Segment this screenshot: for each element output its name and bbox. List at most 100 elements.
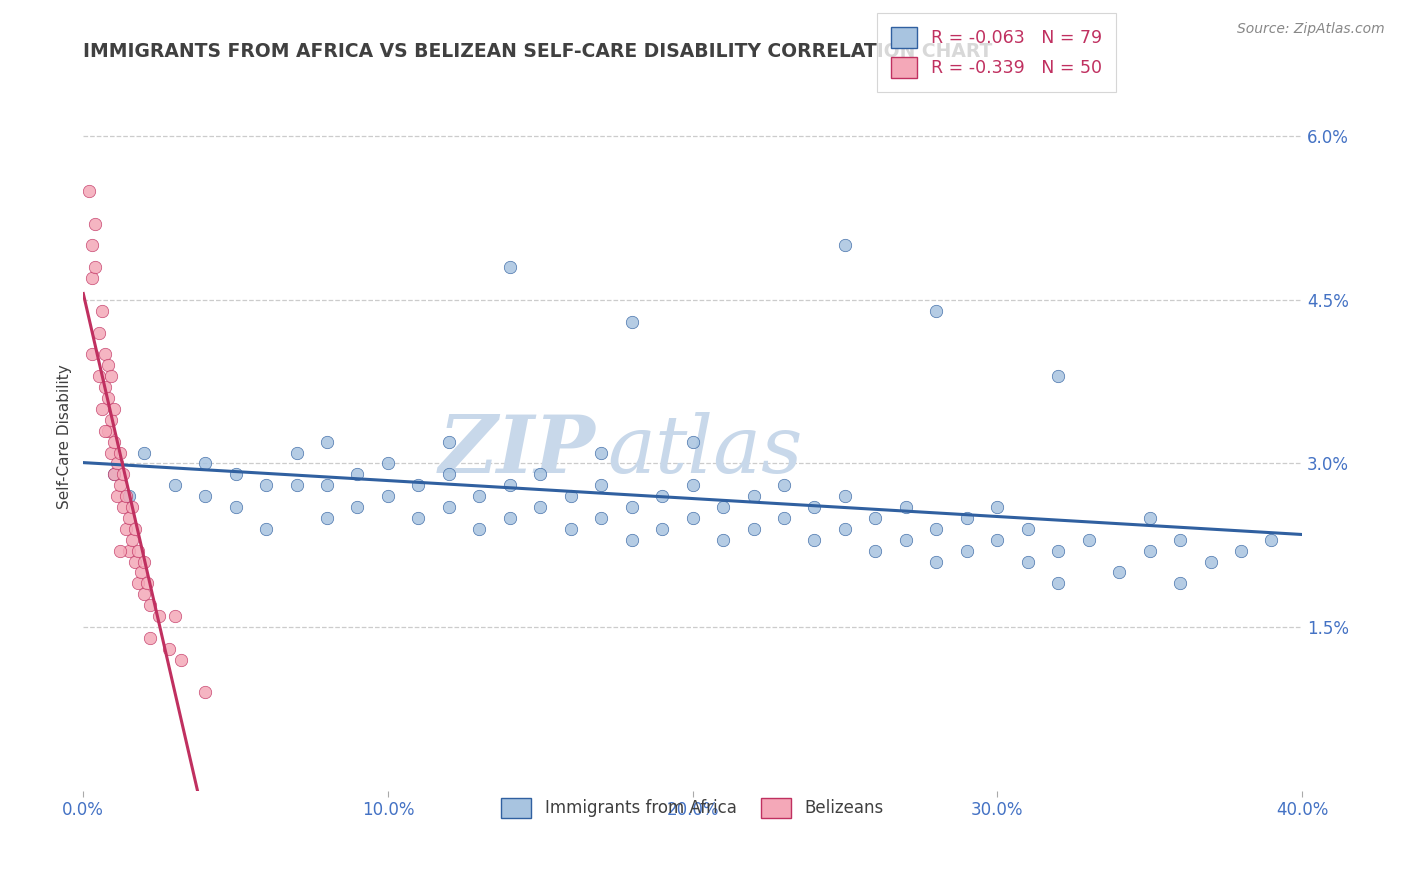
- Point: [285, 445, 308, 459]
- Point: [121, 533, 143, 547]
- Point: [163, 609, 186, 624]
- Point: [682, 478, 704, 492]
- Point: [834, 489, 856, 503]
- Point: [157, 641, 180, 656]
- Point: [121, 500, 143, 514]
- Point: [711, 500, 734, 514]
- Point: [97, 359, 120, 373]
- Point: [499, 478, 522, 492]
- Point: [925, 522, 948, 536]
- Point: [97, 424, 120, 438]
- Point: [620, 500, 643, 514]
- Point: [865, 511, 887, 525]
- Point: [127, 543, 149, 558]
- Point: [124, 555, 146, 569]
- Point: [1077, 533, 1099, 547]
- Point: [742, 489, 765, 503]
- Point: [529, 467, 551, 482]
- Point: [1139, 543, 1161, 558]
- Point: [82, 347, 104, 361]
- Point: [468, 489, 491, 503]
- Point: [682, 511, 704, 525]
- Point: [651, 489, 673, 503]
- Point: [651, 522, 673, 536]
- Point: [1017, 555, 1039, 569]
- Point: [127, 576, 149, 591]
- Point: [1168, 533, 1191, 547]
- Point: [118, 543, 141, 558]
- Point: [105, 457, 128, 471]
- Point: [1047, 369, 1070, 384]
- Point: [194, 489, 217, 503]
- Point: [115, 489, 138, 503]
- Point: [499, 260, 522, 274]
- Point: [834, 238, 856, 252]
- Point: [620, 533, 643, 547]
- Point: [437, 434, 460, 449]
- Point: [986, 500, 1008, 514]
- Point: [925, 555, 948, 569]
- Point: [134, 445, 156, 459]
- Point: [1199, 555, 1222, 569]
- Point: [1230, 543, 1253, 558]
- Point: [1139, 511, 1161, 525]
- Point: [129, 566, 152, 580]
- Point: [111, 467, 134, 482]
- Point: [346, 467, 368, 482]
- Point: [148, 609, 170, 624]
- Point: [93, 424, 115, 438]
- Text: IMMIGRANTS FROM AFRICA VS BELIZEAN SELF-CARE DISABILITY CORRELATION CHART: IMMIGRANTS FROM AFRICA VS BELIZEAN SELF-…: [83, 42, 993, 61]
- Point: [560, 522, 582, 536]
- Point: [103, 401, 125, 416]
- Point: [803, 533, 825, 547]
- Point: [316, 478, 339, 492]
- Point: [118, 489, 141, 503]
- Point: [194, 457, 217, 471]
- Point: [100, 369, 122, 384]
- Point: [468, 522, 491, 536]
- Point: [956, 511, 979, 525]
- Point: [100, 413, 122, 427]
- Point: [1047, 543, 1070, 558]
- Point: [93, 380, 115, 394]
- Point: [134, 587, 156, 601]
- Point: [408, 478, 430, 492]
- Point: [84, 260, 107, 274]
- Point: [437, 467, 460, 482]
- Point: [437, 500, 460, 514]
- Point: [620, 315, 643, 329]
- Point: [139, 598, 162, 612]
- Point: [925, 303, 948, 318]
- Point: [82, 238, 104, 252]
- Point: [894, 500, 917, 514]
- Point: [711, 533, 734, 547]
- Point: [136, 576, 159, 591]
- Legend: Immigrants from Africa, Belizeans: Immigrants from Africa, Belizeans: [495, 791, 890, 825]
- Text: Source: ZipAtlas.com: Source: ZipAtlas.com: [1237, 22, 1385, 37]
- Point: [97, 391, 120, 405]
- Point: [408, 511, 430, 525]
- Point: [139, 631, 162, 645]
- Point: [529, 500, 551, 514]
- Point: [87, 369, 110, 384]
- Point: [93, 347, 115, 361]
- Point: [108, 543, 131, 558]
- Point: [87, 326, 110, 340]
- Point: [134, 555, 156, 569]
- Text: ZIP: ZIP: [439, 411, 595, 489]
- Point: [499, 511, 522, 525]
- Point: [79, 184, 101, 198]
- Point: [100, 445, 122, 459]
- Point: [591, 445, 613, 459]
- Point: [108, 478, 131, 492]
- Point: [986, 533, 1008, 547]
- Point: [1017, 522, 1039, 536]
- Point: [194, 685, 217, 699]
- Point: [316, 434, 339, 449]
- Point: [103, 434, 125, 449]
- Point: [254, 522, 277, 536]
- Point: [682, 434, 704, 449]
- Point: [108, 445, 131, 459]
- Point: [346, 500, 368, 514]
- Point: [90, 401, 112, 416]
